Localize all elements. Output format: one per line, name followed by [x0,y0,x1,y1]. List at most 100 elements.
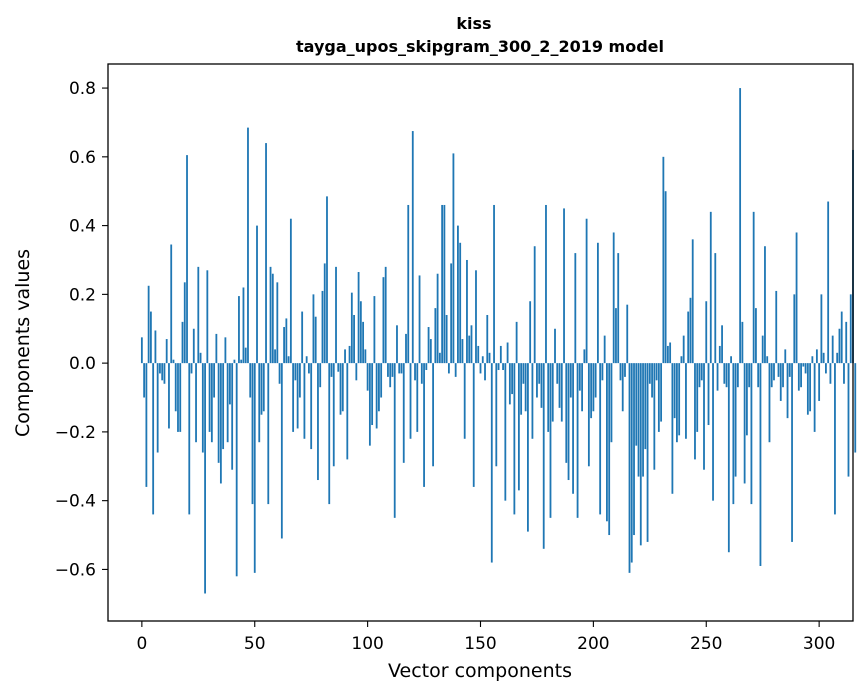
bar-281 [775,290,778,364]
bar-55 [265,143,267,364]
bar-278 [768,363,771,443]
bar-307 [834,363,836,515]
bar-22 [190,363,193,374]
bar-57 [269,266,272,364]
bar-74 [308,363,310,374]
y-tick-label: 0.6 [69,148,96,168]
bar-105 [378,363,380,412]
bar-103 [373,296,376,364]
bar-11 [165,339,168,364]
y-tick-label: 0.4 [69,217,96,237]
bar-7 [156,363,159,453]
bar-269 [748,363,751,388]
bar-164 [511,363,514,395]
bar-210 [615,308,617,364]
bar-78 [317,363,319,481]
bar-246 [696,363,699,432]
bar-229 [657,363,660,432]
bar-23 [192,328,195,364]
bar-series [140,88,857,594]
bar-203 [599,363,602,515]
bar-255 [716,363,719,391]
bar-194 [578,363,581,391]
bar-266 [741,321,744,364]
bar-184 [556,363,559,384]
bar-293 [802,363,805,367]
bar-92 [348,345,351,364]
bar-56 [267,363,270,505]
bar-223 [644,363,647,450]
bar-75 [310,363,313,450]
bar-191 [572,363,574,494]
bar-5 [152,363,155,515]
bar-83 [328,363,331,505]
bar-118 [407,204,410,364]
bar-37 [224,337,227,364]
bar-170 [524,363,527,412]
bar-110 [389,363,392,388]
bar-73 [305,356,308,364]
bar-212 [619,363,622,381]
bar-25 [197,266,200,364]
bar-178 [542,363,545,549]
bar-18 [181,321,184,364]
bar-66 [289,218,292,364]
bar-84 [330,363,333,377]
bar-230 [660,363,663,422]
bar-202 [596,242,599,364]
bar-87 [337,363,340,372]
bar-197 [585,218,588,364]
bar-21 [188,363,191,515]
bar-4 [149,311,152,364]
bar-77 [314,316,317,364]
bar-32 [213,363,216,398]
bar-182 [551,363,554,422]
bar-199 [590,363,593,419]
bar-206 [606,363,608,522]
x-tick-label: 300 [803,634,835,654]
bar-263 [734,363,737,477]
bar-94 [353,314,355,364]
bar-14 [172,359,175,364]
bar-211 [617,253,620,364]
bar-48 [249,363,252,398]
bar-265 [739,88,742,364]
bar-240 [682,335,685,364]
bar-298 [813,363,816,432]
bar-116 [402,363,405,463]
bar-97 [359,301,362,364]
bar-130 [434,308,437,364]
bar-236 [673,363,676,419]
bar-172 [529,301,532,364]
bar-123 [418,275,421,364]
bar-86 [335,266,337,364]
bar-312 [845,321,848,364]
bar-38 [226,363,229,443]
bar-33 [215,333,218,364]
bar-189 [567,363,570,481]
bar-187 [563,208,565,364]
bar-234 [669,342,672,364]
bar-310 [840,311,843,364]
bar-104 [375,363,378,429]
bar-58 [271,273,274,364]
bar-141 [459,242,462,364]
bar-15 [174,363,177,412]
bar-89 [341,363,344,412]
bar-128 [429,339,432,364]
bar-245 [694,363,696,460]
bar-161 [504,363,507,501]
bar-313 [847,363,850,477]
bar-49 [251,363,254,505]
bar-252 [709,211,712,364]
x-tick-label: 50 [244,634,266,654]
bar-231 [662,156,665,364]
bar-0 [140,337,143,364]
bar-306 [831,335,834,364]
bar-102 [371,363,374,426]
bar-302 [822,352,825,364]
bar-201 [594,363,597,398]
bar-283 [779,363,782,401]
bar-215 [626,304,629,364]
